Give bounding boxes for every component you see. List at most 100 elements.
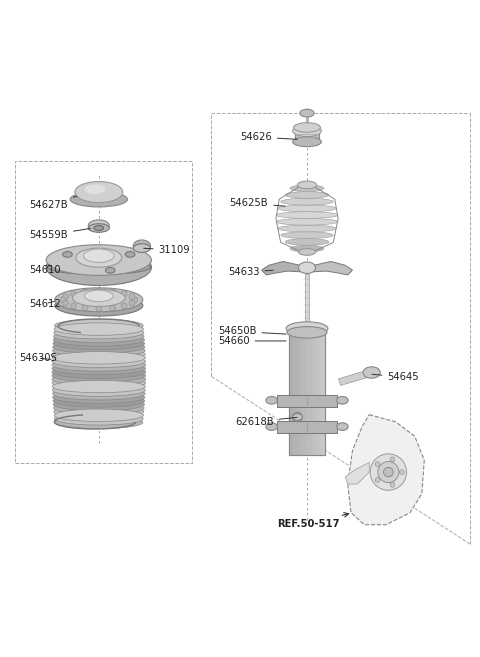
Circle shape xyxy=(82,305,88,311)
Ellipse shape xyxy=(52,380,145,393)
Ellipse shape xyxy=(54,413,143,425)
Ellipse shape xyxy=(54,409,144,422)
Circle shape xyxy=(60,297,66,303)
Circle shape xyxy=(390,457,395,462)
Ellipse shape xyxy=(54,319,143,332)
Ellipse shape xyxy=(281,232,333,238)
Ellipse shape xyxy=(84,185,106,194)
Ellipse shape xyxy=(54,402,144,415)
Circle shape xyxy=(82,289,88,295)
Circle shape xyxy=(390,482,395,487)
Bar xyxy=(312,328,316,455)
Text: 54633: 54633 xyxy=(228,267,273,277)
Circle shape xyxy=(132,297,138,303)
Ellipse shape xyxy=(52,384,145,396)
Ellipse shape xyxy=(278,225,336,232)
Ellipse shape xyxy=(53,391,145,403)
Ellipse shape xyxy=(299,248,316,256)
Ellipse shape xyxy=(53,337,144,350)
Ellipse shape xyxy=(52,376,145,389)
Circle shape xyxy=(96,288,102,294)
Circle shape xyxy=(370,454,407,490)
Ellipse shape xyxy=(53,341,145,353)
Text: 54559B: 54559B xyxy=(29,229,90,240)
Bar xyxy=(277,395,336,407)
Text: 31109: 31109 xyxy=(144,245,190,255)
Ellipse shape xyxy=(281,198,333,205)
Ellipse shape xyxy=(52,373,145,386)
Ellipse shape xyxy=(285,192,329,198)
Bar xyxy=(307,328,312,455)
Text: 54645: 54645 xyxy=(372,373,419,382)
Ellipse shape xyxy=(88,223,109,233)
Ellipse shape xyxy=(106,267,115,273)
Ellipse shape xyxy=(52,344,145,357)
Polygon shape xyxy=(310,261,352,275)
Ellipse shape xyxy=(54,327,144,339)
Ellipse shape xyxy=(52,351,145,364)
Ellipse shape xyxy=(54,405,144,418)
Polygon shape xyxy=(262,261,305,275)
Bar xyxy=(316,328,321,455)
Ellipse shape xyxy=(336,423,348,430)
Ellipse shape xyxy=(276,212,338,218)
Ellipse shape xyxy=(266,396,277,404)
Ellipse shape xyxy=(63,252,72,258)
Ellipse shape xyxy=(76,248,122,267)
Ellipse shape xyxy=(293,125,322,137)
Ellipse shape xyxy=(52,348,145,361)
Circle shape xyxy=(129,300,135,306)
Ellipse shape xyxy=(47,260,151,275)
Ellipse shape xyxy=(290,245,324,252)
Ellipse shape xyxy=(52,366,146,378)
Ellipse shape xyxy=(84,290,113,302)
Ellipse shape xyxy=(336,396,348,404)
Ellipse shape xyxy=(55,295,143,316)
Circle shape xyxy=(378,462,399,483)
Ellipse shape xyxy=(363,367,380,378)
Circle shape xyxy=(121,303,127,309)
Text: 54630S: 54630S xyxy=(19,353,57,363)
Bar xyxy=(321,328,325,455)
Ellipse shape xyxy=(278,205,336,212)
Circle shape xyxy=(399,470,404,474)
Ellipse shape xyxy=(88,220,109,231)
Ellipse shape xyxy=(72,289,125,306)
Text: 54660: 54660 xyxy=(218,336,286,346)
Ellipse shape xyxy=(294,123,321,132)
Circle shape xyxy=(71,291,76,296)
Ellipse shape xyxy=(293,414,302,420)
Bar xyxy=(293,328,298,455)
Ellipse shape xyxy=(300,109,314,117)
Ellipse shape xyxy=(53,334,144,346)
Ellipse shape xyxy=(133,240,151,252)
Ellipse shape xyxy=(290,185,324,192)
Text: REF.50-517: REF.50-517 xyxy=(277,512,348,529)
Ellipse shape xyxy=(125,252,135,258)
Circle shape xyxy=(375,462,380,466)
Bar xyxy=(289,328,325,455)
Circle shape xyxy=(375,478,380,482)
Polygon shape xyxy=(348,415,424,525)
Ellipse shape xyxy=(75,181,123,202)
Circle shape xyxy=(129,294,135,300)
Ellipse shape xyxy=(287,327,327,338)
Bar xyxy=(289,328,325,455)
Ellipse shape xyxy=(54,330,144,342)
Ellipse shape xyxy=(299,262,316,273)
Ellipse shape xyxy=(70,192,128,207)
Text: 54627B: 54627B xyxy=(29,196,77,210)
Ellipse shape xyxy=(53,395,144,407)
Ellipse shape xyxy=(52,369,146,382)
Bar xyxy=(289,328,293,455)
Ellipse shape xyxy=(293,137,322,147)
Ellipse shape xyxy=(53,398,144,411)
Ellipse shape xyxy=(46,249,152,285)
Text: 54626: 54626 xyxy=(240,132,297,142)
Ellipse shape xyxy=(54,323,144,335)
Ellipse shape xyxy=(266,423,277,430)
Ellipse shape xyxy=(52,388,145,400)
Bar xyxy=(302,328,307,455)
Circle shape xyxy=(96,306,102,311)
Text: 54650B: 54650B xyxy=(218,327,286,336)
